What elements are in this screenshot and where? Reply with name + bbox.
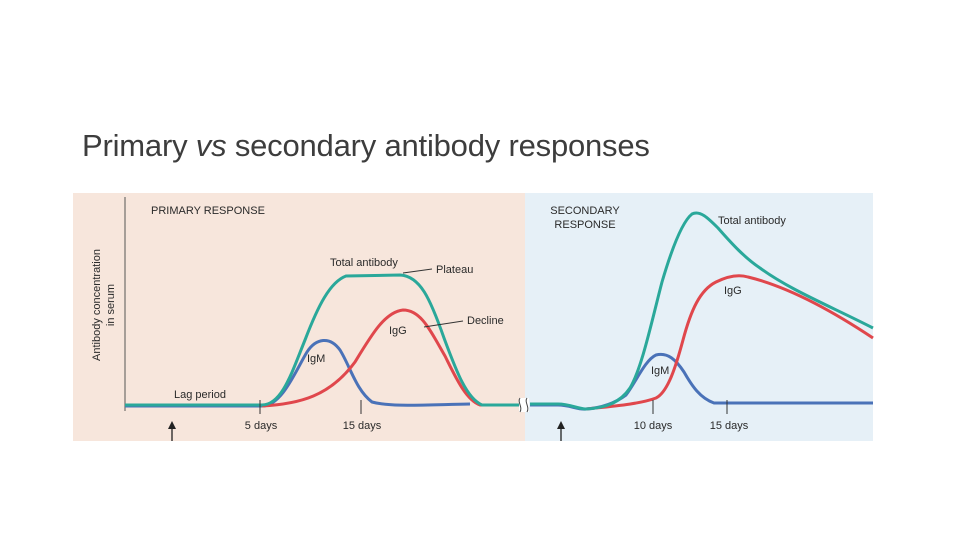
secondary-igg-label: IgG [724, 285, 742, 297]
secondary-heading-line1: SECONDARY [550, 205, 620, 217]
secondary-igg-curve [585, 274, 874, 411]
primary-tick-label-15: 15 days [343, 420, 382, 432]
primary-heading: PRIMARY RESPONSE [151, 205, 265, 217]
secondary-panel [525, 193, 873, 441]
axis-break [518, 397, 529, 413]
secondary-heading-line2: RESPONSE [554, 219, 615, 231]
secondary-tick-label-10: 10 days [634, 420, 673, 432]
primary-total-curve [125, 273, 522, 407]
primary-plateau-label: Plateau [436, 264, 473, 276]
secondary-tick-label-15: 15 days [710, 420, 749, 432]
primary-igm-curve [125, 339, 471, 408]
y-axis-label-line2: in serum [105, 284, 117, 326]
y-axis-label-line1: Antibody concentration [91, 249, 103, 361]
secondary-igm-label: IgM [651, 365, 669, 377]
primary-igg-curve [261, 308, 522, 408]
secondary-total-label: Total antibody [718, 215, 786, 227]
primary-igg-label: IgG [389, 325, 407, 337]
primary-igm-label: IgM [307, 353, 325, 365]
primary-exposure-arrow [168, 421, 176, 441]
primary-decline-label: Decline [467, 315, 504, 327]
page-title: Primary vs secondary antibody responses [82, 128, 650, 163]
decline-leader [423, 320, 464, 328]
y-axis-label: Antibody concentration in serum [91, 249, 117, 361]
secondary-total-curve [530, 211, 874, 411]
lag-period-label: Lag period [174, 389, 226, 401]
primary-total-label: Total antibody [330, 257, 398, 269]
secondary-exposure-arrow [557, 421, 565, 441]
plateau-leader [402, 268, 433, 274]
primary-tick-label-5: 5 days [245, 420, 278, 432]
